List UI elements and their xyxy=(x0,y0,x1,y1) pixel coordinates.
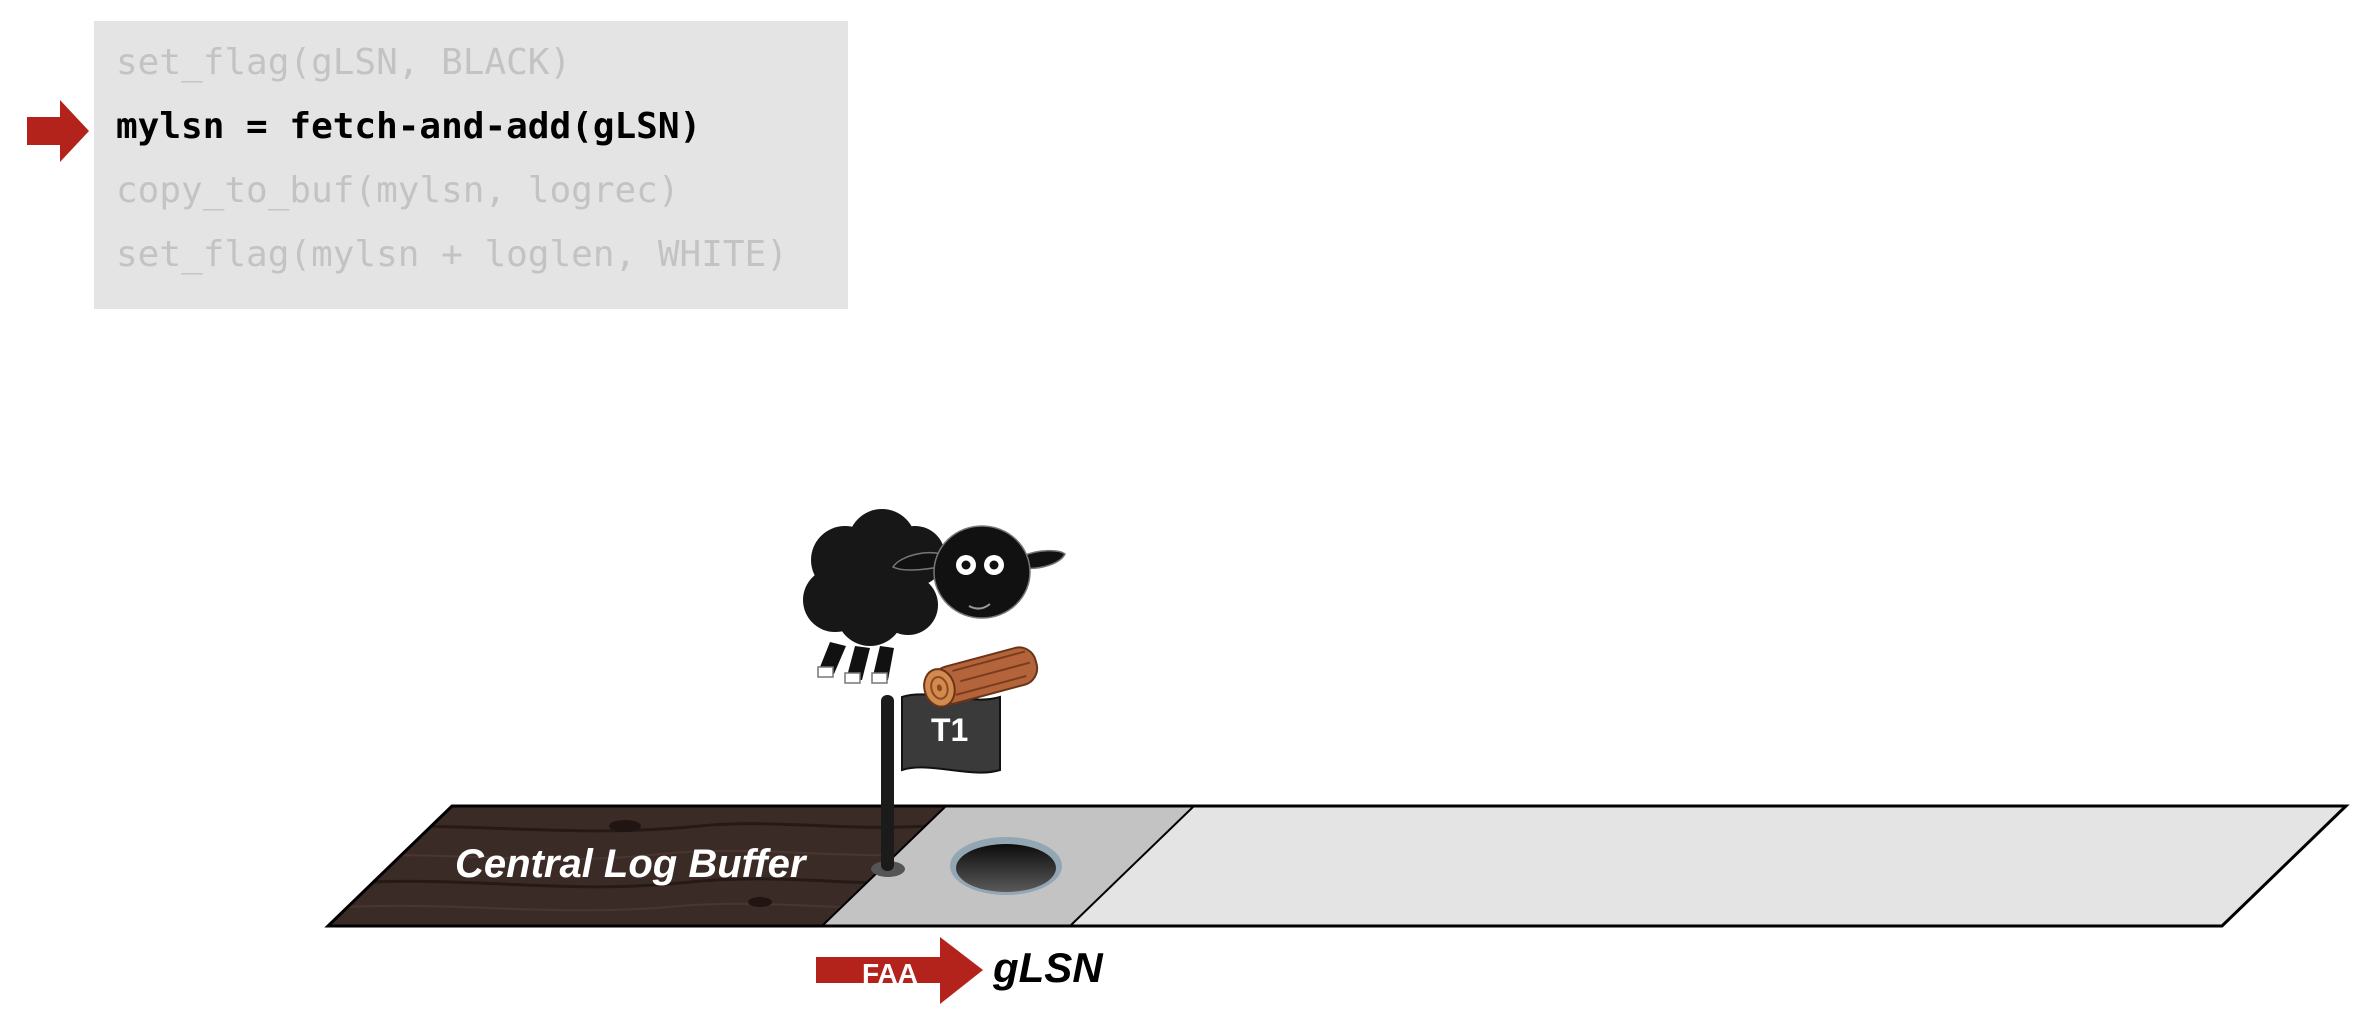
slot-divider-free xyxy=(1069,805,1195,927)
code-line-copy-to-buf: copy_to_buf(mylsn, logrec) xyxy=(116,170,680,211)
code-line-set-flag-black: set_flag(gLSN, BLACK) xyxy=(116,42,572,83)
flag-icon xyxy=(871,693,1001,877)
code-line-set-flag-white: set_flag(mylsn + loglen, WHITE) xyxy=(116,234,788,275)
free-region xyxy=(1070,806,2346,926)
code-panel: set_flag(gLSN, BLACK) mylsn = fetch-and-… xyxy=(94,21,848,309)
faa-arrow-icon xyxy=(816,937,983,1004)
glsn-pointer-label: gLSN xyxy=(993,944,1103,991)
central-log-buffer-label: Central Log Buffer xyxy=(455,842,806,886)
code-line-fetch-and-add: mylsn = fetch-and-add(gLSN) xyxy=(116,106,702,147)
black-sheep-icon xyxy=(803,509,1066,684)
faa-label: FAA xyxy=(862,958,918,989)
current-line-arrow-icon xyxy=(27,100,89,162)
hole-icon xyxy=(950,837,1062,895)
log-buffer-strip xyxy=(324,804,2350,928)
buffer-outline xyxy=(324,804,2350,928)
log-icon xyxy=(923,646,1039,708)
flag-t1-label: T1 xyxy=(931,712,969,748)
used-region xyxy=(328,806,946,926)
